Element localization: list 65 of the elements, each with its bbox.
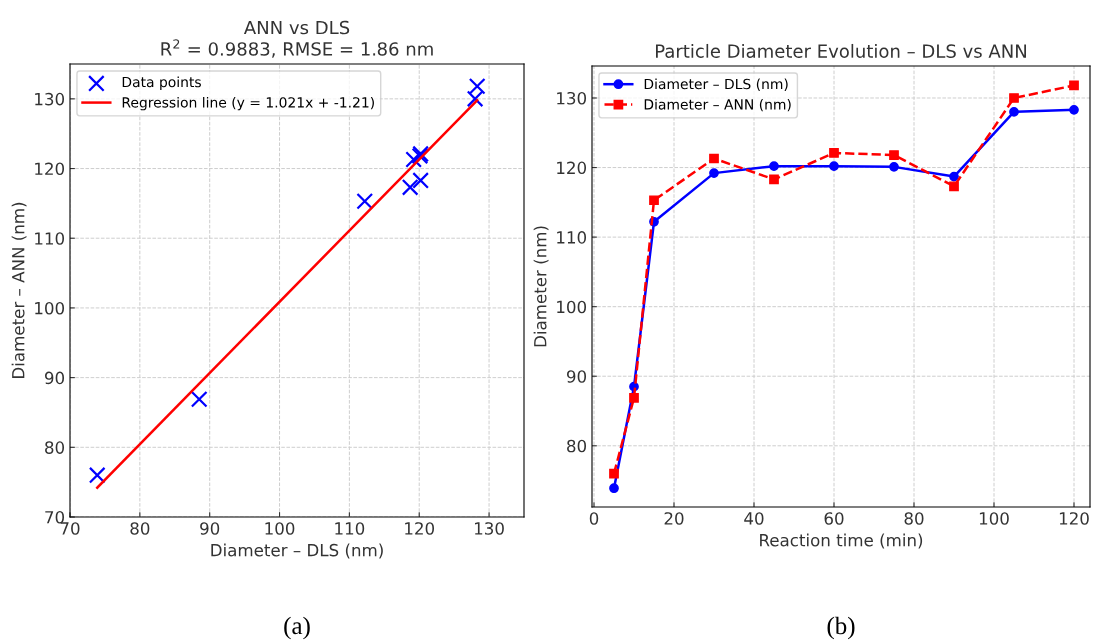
x-tick-label: 40 xyxy=(744,512,764,525)
point xyxy=(401,178,419,196)
point xyxy=(609,483,619,494)
point xyxy=(1069,80,1079,91)
point xyxy=(356,192,374,210)
point xyxy=(709,168,719,178)
x-tick-label: 120 xyxy=(405,522,435,535)
x-tick-label: 70 xyxy=(60,522,80,535)
point xyxy=(609,468,619,479)
point xyxy=(190,390,208,408)
x-axis-title: Reaction time (min) xyxy=(760,533,923,549)
y-axis-title: Diameter (nm) xyxy=(533,226,549,347)
x-tick-label: 0 xyxy=(589,512,599,525)
point xyxy=(468,77,486,95)
y-tick-label: 100 xyxy=(557,300,587,314)
point xyxy=(412,171,430,189)
chart-subtitle: R$^{2}$ = 0.9883, RMSE = 1.86 nm xyxy=(161,39,433,58)
point xyxy=(405,151,423,168)
x-tick-label: 80 xyxy=(904,512,924,525)
x-tick-label: 130 xyxy=(475,522,504,535)
x-axis-title: Diameter – DLS (nm) xyxy=(211,543,383,559)
point xyxy=(889,161,899,172)
chart-title: ANN vs DLS xyxy=(243,20,350,35)
point xyxy=(466,90,484,108)
point xyxy=(649,195,659,206)
x-tick-label: 80 xyxy=(130,522,150,535)
point xyxy=(629,392,639,403)
x-tick-label: 90 xyxy=(200,522,220,535)
chart-title: Particle Diameter Evolution – DLS vs ANN xyxy=(656,43,1026,58)
point xyxy=(1009,107,1019,117)
x-tick-label: 100 xyxy=(979,512,1009,525)
point xyxy=(769,174,779,185)
point xyxy=(769,161,779,172)
point xyxy=(889,150,899,160)
y-tick-label: 80 xyxy=(45,441,65,454)
y-tick-label: 90 xyxy=(566,370,587,383)
point xyxy=(709,153,719,164)
y-axis-title: Diameter – ANN (nm) xyxy=(11,202,27,378)
y-tick-label: 120 xyxy=(35,162,65,176)
x-tick-label: 60 xyxy=(824,512,844,525)
point xyxy=(88,466,106,484)
x-tick-label: 100 xyxy=(265,522,295,535)
legend-label: Diameter – ANN (nm) xyxy=(644,98,791,112)
x-tick-label: 20 xyxy=(664,512,684,525)
y-tick-label: 130 xyxy=(35,92,65,106)
x-tick-label: 110 xyxy=(335,522,365,535)
text: (b) xyxy=(827,616,855,640)
y-tick-label: 130 xyxy=(557,91,587,105)
point xyxy=(1009,93,1019,103)
x-tick-label: 120 xyxy=(1059,512,1089,525)
point xyxy=(829,161,839,172)
point xyxy=(949,171,959,182)
text: (a) xyxy=(284,616,310,640)
y-tick-label: 110 xyxy=(35,232,65,245)
legend-label: Data points xyxy=(122,76,201,90)
point xyxy=(829,148,839,158)
y-tick-label: 110 xyxy=(557,231,587,244)
y-tick-label: 120 xyxy=(557,161,587,175)
legend-label: Regression line (y = 1.021x + -1.21) xyxy=(122,96,374,111)
y-tick-label: 90 xyxy=(44,371,65,385)
point xyxy=(949,181,959,192)
y-tick-label: 80 xyxy=(567,439,587,453)
y-tick-label: 100 xyxy=(35,301,65,315)
legend-label: Diameter – DLS (nm) xyxy=(644,78,788,91)
point xyxy=(1069,104,1079,115)
